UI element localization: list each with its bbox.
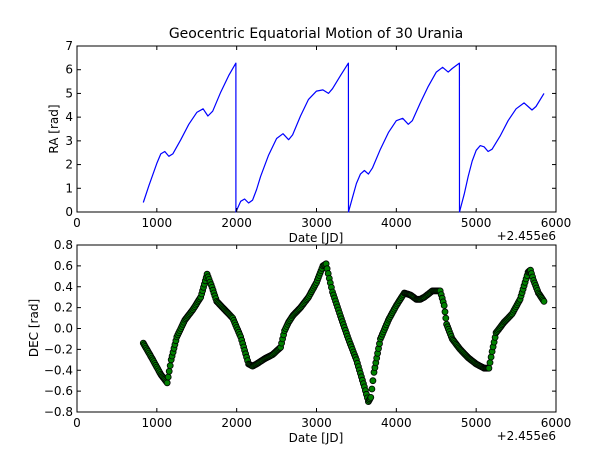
dec-y-tick-label: −0.2 [44,342,73,356]
ra-y-tick-label: 7 [65,39,73,53]
dec-x-tick-label: 5000 [461,416,492,430]
dec-x-offset-label: +2.455e6 [497,429,556,443]
dec-x-ticks: 0 1000 2000 3000 4000 5000 6000 [73,245,571,430]
dec-series-group [139,260,548,406]
dec-data-point [367,393,375,401]
ra-plot-area [76,45,557,213]
ra-x-axis-label: Date [JD] [289,231,344,245]
ra-y-ticks: 0 1 2 3 4 5 6 7 [65,39,556,219]
dec-data-point [540,297,548,305]
ra-y-tick-label: 5 [65,86,73,100]
dec-data-point [368,385,376,393]
ra-y-tick-label: 6 [65,63,73,77]
dec-y-ticks: −0.8 −0.6 −0.4 −0.2 0.0 0.2 0.4 0.6 0.8 [44,238,556,419]
dec-y-axis-label: DEC [rad] [27,299,41,357]
dec-subplot: 0 1000 2000 3000 4000 5000 6000 −0.8−0.6−0.4−0… [27,238,571,445]
dec-plot-area [76,244,557,413]
ra-subplot: 0 1000 2000 3000 4000 5000 6000 0 1 2 3 4 5 6 7 Date … [47,39,571,245]
ra-y-tick-label: 4 [65,110,73,124]
dec-y-tick-label: −0.4 [44,363,73,377]
dec-data-point [369,377,377,385]
dec-y-tick-label: −0.8 [44,405,73,419]
ra-y-tick-label: 1 [65,181,73,195]
ra-x-tick-label: 5000 [461,216,492,230]
dec-y-tick-label: 0.0 [54,322,73,336]
dec-y-tick-label: 0.8 [54,238,73,252]
dec-data-point [486,359,494,367]
ra-x-tick-label: 6000 [541,216,572,230]
ra-x-tick-label: 1000 [142,216,173,230]
dec-data-point [166,362,174,370]
ra-y-tick-label: 2 [65,158,73,172]
ra-y-tick-label: 0 [65,205,73,219]
dec-x-tick-label: 6000 [541,416,572,430]
dec-x-tick-label: 3000 [301,416,332,430]
dec-data-point [164,373,172,381]
ra-y-tick-label: 3 [65,134,73,148]
dec-data-point [442,314,450,322]
ra-x-ticks: 0 1000 2000 3000 4000 5000 6000 [73,46,571,230]
dec-data-point [487,353,495,361]
dec-x-tick-label: 2000 [221,416,252,430]
dec-data-point [441,308,449,316]
dec-y-tick-label: −0.6 [44,384,73,398]
dec-data-point [165,367,173,375]
ra-x-tick-label: 3000 [301,216,332,230]
dec-data-point [440,302,448,309]
dec-x-tick-label: 0 [73,416,81,430]
chart-title: Geocentric Equatorial Motion of 30 Urani… [169,26,463,42]
dec-x-tick-label: 4000 [381,416,412,430]
ra-series-line [142,62,545,213]
ra-x-tick-label: 0 [73,216,81,230]
dec-y-tick-label: 0.6 [54,259,73,273]
ra-y-axis-label: RA [rad] [47,104,61,153]
ra-x-tick-label: 4000 [381,216,412,230]
dec-y-tick-label: 0.2 [54,301,73,315]
dec-x-tick-label: 1000 [142,416,173,430]
dec-data-point [163,379,171,387]
dec-x-axis-label: Date [JD] [289,431,344,445]
ra-x-offset-label: +2.455e6 [497,229,556,243]
ra-x-tick-label: 2000 [221,216,252,230]
dec-y-tick-label: 0.4 [54,280,73,294]
ra-series-group [142,62,545,213]
dec-data-point [485,364,493,372]
